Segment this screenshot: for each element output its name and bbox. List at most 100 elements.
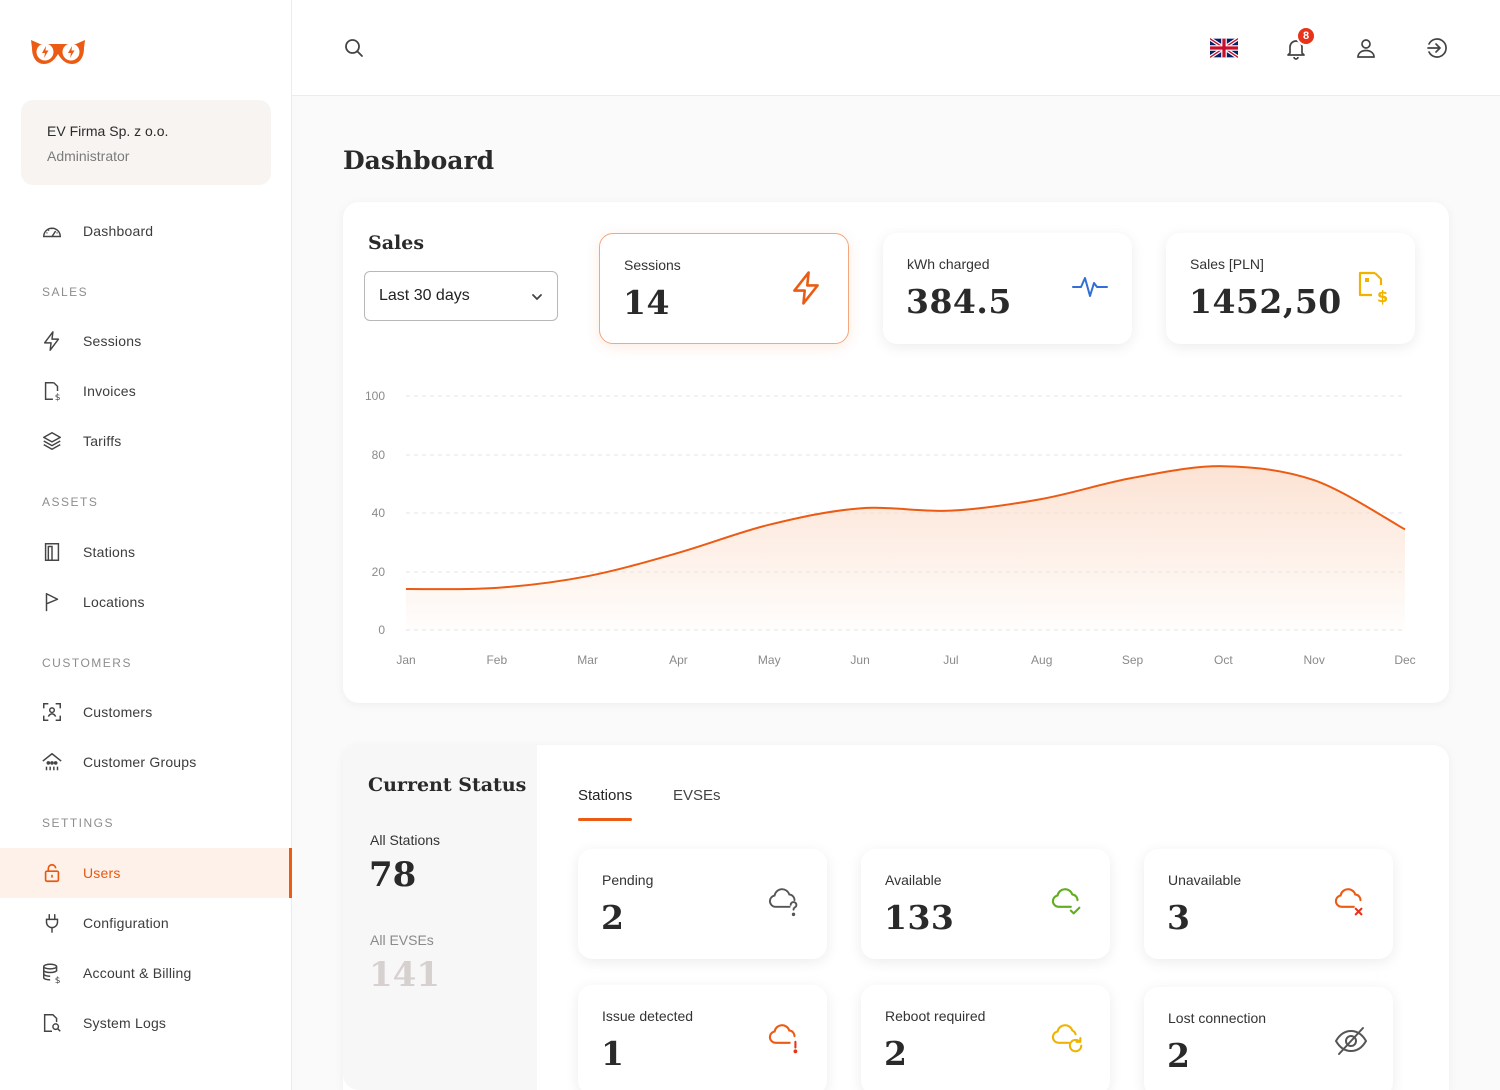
stat-label: Sessions [624,257,681,273]
page-title: Dashboard [343,146,495,175]
file-search-icon [40,1011,64,1035]
stat-value: 14 [623,283,670,322]
organization-card[interactable]: EV Firma Sp. z o.o. Administrator [21,100,271,185]
x-tick-label: May [758,653,781,667]
lost-connection-status-card[interactable]: Lost connection 2 [1144,987,1393,1090]
cloud-refresh-icon [1050,1021,1086,1057]
sidebar-item-label: Customer Groups [83,754,197,770]
svg-text:$: $ [55,392,61,402]
house-group-icon [40,750,64,774]
sidebar: EV Firma Sp. z o.o. Administrator Dashbo… [0,0,292,1090]
status-summary-panel: Current Status All Stations 78 All EVSEs… [343,745,537,1090]
user-scan-icon [40,700,64,724]
plug-icon [40,911,64,935]
organization-name: EV Firma Sp. z o.o. [47,123,169,139]
stat-value: 1452,50 [1189,282,1342,321]
database-dollar-icon: $ [40,961,64,985]
sales-area-fill [406,466,1405,630]
tab-stations[interactable]: Stations [578,787,633,804]
period-select[interactable]: Last 30 days [364,271,558,321]
x-tick-label: Jul [943,653,958,667]
sessions-stat-card[interactable]: Sessions 14 [599,233,849,344]
sidebar-item-account-billing[interactable]: $ Account & Billing [0,948,292,998]
sidebar-item-label: Configuration [83,915,169,931]
chevron-down-icon [532,294,542,301]
unlock-icon [40,861,64,885]
stat-label: Sales [PLN] [1190,256,1264,272]
x-tick-label: Nov [1304,653,1325,667]
kwh-stat-card[interactable]: kWh charged 384.5 [883,233,1132,344]
revenue-stat-card[interactable]: Sales [PLN] 1452,50 $ [1166,233,1415,344]
sidebar-item-configuration[interactable]: Configuration [0,898,292,948]
available-status-card[interactable]: Available 133 [861,849,1110,959]
all-evses-label: All EVSEs [370,932,434,948]
sales-card: Sales Last 30 days Sessions 14 kWh charg… [343,202,1449,703]
sidebar-item-system-logs[interactable]: System Logs [0,998,292,1048]
logout-icon[interactable] [1423,34,1451,62]
notifications-bell-icon[interactable]: 8 [1282,26,1316,62]
current-status-card: Current Status All Stations 78 All EVSEs… [343,745,1449,1090]
unavailable-status-card[interactable]: Unavailable 3 [1144,849,1393,959]
stat-label: Unavailable [1168,872,1242,888]
sidebar-item-users[interactable]: Users [0,848,292,898]
y-tick-label: 40 [372,506,386,520]
invoice-icon: $ [40,379,64,403]
search-icon[interactable] [340,34,368,62]
section-label-assets: ASSETS [42,495,99,509]
active-tab-indicator [578,818,632,821]
stat-value: 384.5 [906,282,1012,321]
stat-value: 3 [1167,898,1191,937]
sidebar-item-dashboard[interactable]: Dashboard [0,206,292,256]
cloud-question-icon [767,885,803,921]
x-tick-label: Sep [1122,653,1144,667]
lightning-icon [788,270,824,306]
stat-label: Available [885,872,942,888]
lightning-icon [40,329,64,353]
y-tick-label: 100 [365,389,385,403]
gauge-icon [40,219,64,243]
all-stations-value: 78 [369,855,417,895]
sidebar-item-label: Invoices [83,383,136,399]
x-tick-label: Aug [1031,653,1052,667]
flag-icon [40,590,64,614]
x-tick-label: Jun [850,653,869,667]
uk-flag-icon[interactable] [1210,34,1238,62]
stat-value: 133 [884,898,955,937]
svg-text:$: $ [1377,287,1388,305]
tab-evses[interactable]: EVSEs [673,787,721,804]
cloud-x-icon [1333,885,1369,921]
x-tick-label: Feb [486,653,507,667]
user-profile-icon[interactable] [1352,34,1380,62]
stat-value: 2 [601,898,625,937]
all-stations-label: All Stations [370,832,441,848]
stat-value: 2 [1167,1036,1191,1075]
section-label-customers: CUSTOMERS [42,656,132,670]
sales-title: Sales [368,232,425,254]
sidebar-item-tariffs[interactable]: Tariffs [0,416,292,466]
pending-status-card[interactable]: Pending 2 [578,849,827,959]
sidebar-item-sessions[interactable]: Sessions [0,316,292,366]
sidebar-item-label: Account & Billing [83,965,192,981]
stat-label: Pending [602,872,654,888]
sidebar-item-label: Customers [83,704,153,720]
stat-label: Lost connection [1168,1010,1267,1026]
x-tick-label: Dec [1394,653,1415,667]
issue-detected-status-card[interactable]: Issue detected 1 [578,985,827,1090]
topbar: 8 [292,0,1500,96]
sidebar-item-invoices[interactable]: $ Invoices [0,366,292,416]
sidebar-item-locations[interactable]: Locations [0,577,292,627]
sidebar-item-label: Users [83,865,121,881]
eye-off-icon [1333,1023,1369,1059]
sidebar-item-customer-groups[interactable]: Customer Groups [0,737,292,787]
sidebar-item-label: Stations [83,544,136,560]
owl-logo-icon[interactable] [30,36,86,68]
reboot-required-status-card[interactable]: Reboot required 2 [861,985,1110,1090]
sidebar-item-customers[interactable]: Customers [0,687,292,737]
y-tick-label: 20 [372,565,386,579]
cloud-check-icon [1050,885,1086,921]
sidebar-item-label: Locations [83,594,145,610]
stat-value: 1 [601,1034,625,1073]
all-evses-value: 141 [369,955,440,995]
pulse-icon [1072,269,1108,305]
sidebar-item-stations[interactable]: Stations [0,527,292,577]
